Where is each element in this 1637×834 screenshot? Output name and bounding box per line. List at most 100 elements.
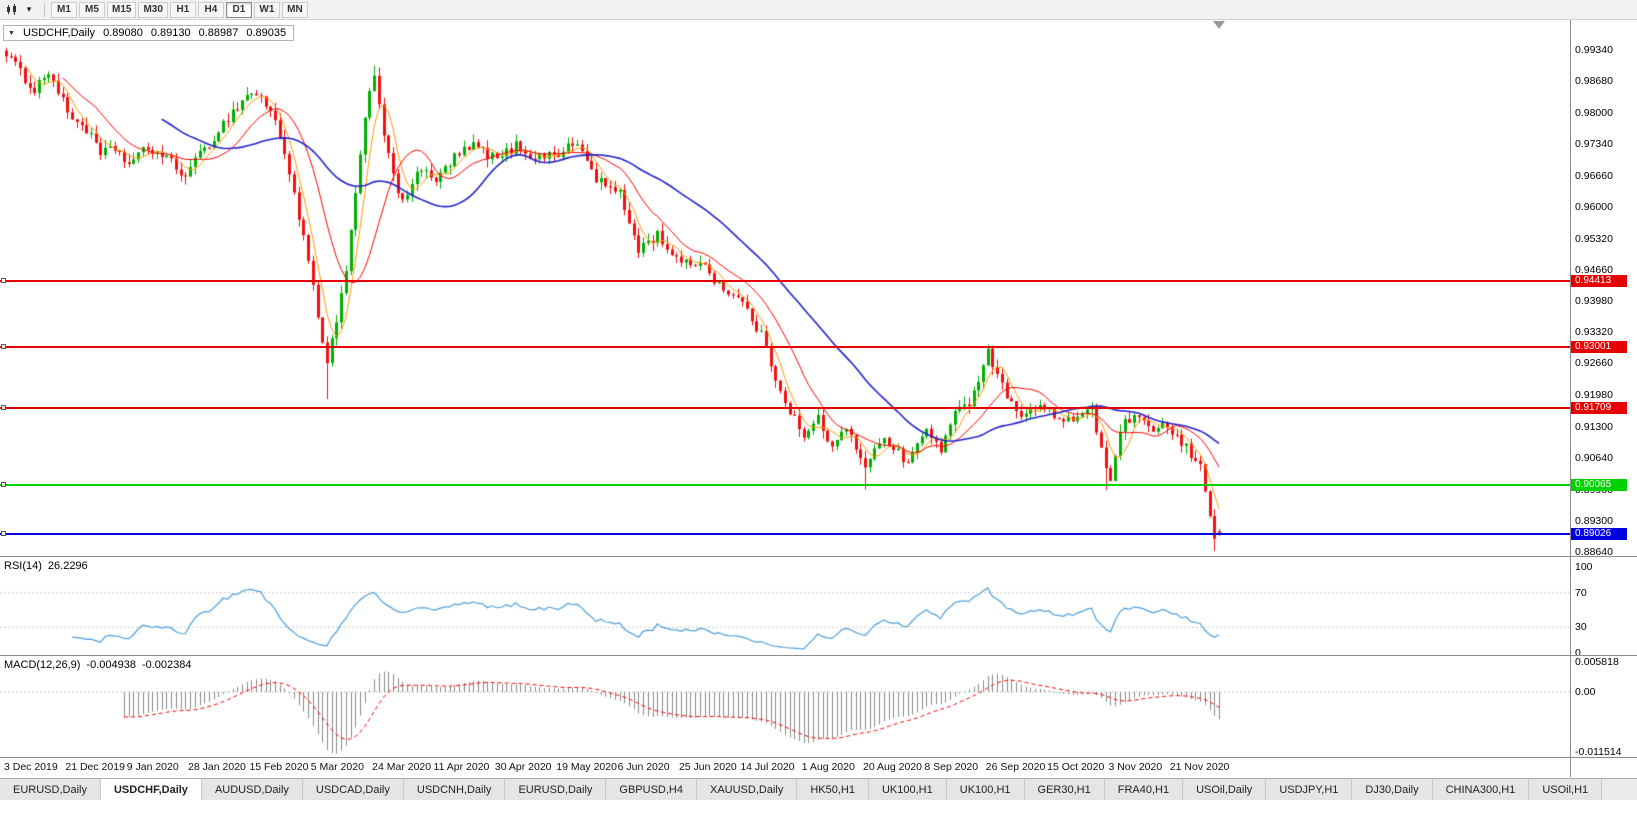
chart-tab-dj30-daily[interactable]: DJ30,Daily bbox=[1352, 779, 1433, 800]
price-line-label: 0.94413 bbox=[1571, 275, 1627, 288]
high-value: 0.89130 bbox=[150, 27, 191, 39]
price-axis-tick: 0.90640 bbox=[1575, 452, 1613, 465]
horizontal-line-0.93001[interactable] bbox=[0, 346, 1570, 349]
date-axis-label: 26 Sep 2020 bbox=[985, 761, 1046, 773]
price-axis-tick: 0.97340 bbox=[1575, 137, 1613, 150]
price-axis-tick: 0.91980 bbox=[1575, 389, 1613, 402]
date-axis-label: 24 Mar 2020 bbox=[372, 761, 432, 773]
timeframe-button-m30[interactable]: M30 bbox=[138, 1, 168, 18]
chart-tab-usdcnh-daily[interactable]: USDCNH,Daily bbox=[403, 779, 506, 800]
macd-axis-tick: 0.005818 bbox=[1575, 655, 1619, 668]
date-axis-label: 8 Sep 2020 bbox=[924, 761, 979, 773]
price-axis-tick: 0.92660 bbox=[1575, 357, 1613, 370]
chart-mode-icon[interactable] bbox=[4, 2, 20, 18]
date-axis-border bbox=[0, 757, 1637, 758]
chart-tab-bar: EURUSD,Daily USDCHF,Daily AUDUSD,Daily USDC… bbox=[0, 778, 1637, 800]
chart-tab-xauusd-daily[interactable]: XAUUSD,Daily bbox=[696, 779, 798, 800]
price-axis-tick: 0.93980 bbox=[1575, 295, 1613, 308]
macd-axis-tick: 0.00 bbox=[1575, 686, 1596, 698]
price-axis-tick: 0.98680 bbox=[1575, 74, 1613, 87]
macd-name: MACD(12,26,9) bbox=[4, 659, 81, 671]
price-line-label: 0.91709 bbox=[1571, 402, 1627, 415]
close-value: 0.89035 bbox=[246, 27, 287, 39]
price-axis-tick: 0.91300 bbox=[1575, 421, 1613, 434]
horizontal-line-0.91709[interactable] bbox=[0, 407, 1570, 410]
timeframe-button-mn[interactable]: MN bbox=[281, 1, 308, 18]
rsi-axis-tick: 0 bbox=[1575, 647, 1581, 659]
price-axis-tick: 0.98000 bbox=[1575, 106, 1613, 119]
chart-tab-usdcad-daily[interactable]: USDCAD,Daily bbox=[302, 779, 404, 800]
rsi-axis-tick: 70 bbox=[1575, 586, 1587, 599]
line-handle[interactable] bbox=[1, 278, 6, 284]
macd-axis-tick: -0.011514 bbox=[1575, 745, 1622, 758]
line-handle[interactable] bbox=[1, 482, 6, 488]
price-axis-tick: 0.95320 bbox=[1575, 232, 1613, 245]
date-axis-label: 25 Jun 2020 bbox=[678, 761, 737, 773]
date-axis-label: 3 Nov 2020 bbox=[1108, 761, 1163, 773]
date-axis-label: 19 May 2020 bbox=[556, 761, 617, 773]
macd-indicator-label: MACD(12,26,9) -0.004938 -0.002384 bbox=[4, 659, 198, 671]
candlestick-glyph bbox=[7, 3, 16, 15]
chart-tab-uk100-h1[interactable]: UK100,H1 bbox=[868, 779, 947, 800]
rsi-indicator-label: RSI(14) 26.2296 bbox=[4, 560, 94, 572]
date-axis-label: 6 Jun 2020 bbox=[617, 761, 670, 773]
timeframe-button-m5[interactable]: M5 bbox=[79, 1, 105, 18]
timeframe-button-w1[interactable]: W1 bbox=[253, 1, 280, 18]
date-axis-label: 21 Nov 2020 bbox=[1169, 761, 1230, 773]
timeframe-button-m1[interactable]: M1 bbox=[51, 1, 77, 18]
horizontal-line-0.89026[interactable] bbox=[0, 532, 1570, 535]
chart-tab-usoil-daily[interactable]: USOil,Daily bbox=[1183, 779, 1267, 800]
price-axis-tick: 0.96660 bbox=[1575, 169, 1613, 182]
panel-separator-rsi[interactable] bbox=[0, 556, 1637, 557]
horizontal-line-0.94413[interactable] bbox=[0, 280, 1570, 283]
macd-main-value: -0.004938 bbox=[86, 659, 136, 671]
panel-separator-macd[interactable] bbox=[0, 655, 1637, 656]
chart-tab-hk50-h1[interactable]: HK50,H1 bbox=[797, 779, 869, 800]
chart-tab-gbpusd-h4[interactable]: GBPUSD,H4 bbox=[606, 779, 697, 800]
date-axis-label: 5 Mar 2020 bbox=[310, 761, 364, 773]
date-axis-label: 14 Jul 2020 bbox=[740, 761, 795, 773]
rsi-axis-tick: 100 bbox=[1575, 561, 1593, 573]
collapse-triangle-icon[interactable]: ▼ bbox=[8, 29, 15, 37]
chart-tab-fra40-h1[interactable]: FRA40,H1 bbox=[1104, 779, 1184, 800]
date-axis-label: 3 Dec 2019 bbox=[4, 761, 58, 773]
rsi-axis-tick: 30 bbox=[1575, 621, 1587, 634]
timeframe-button-m15[interactable]: M15 bbox=[107, 1, 137, 18]
date-axis-label: 21 Dec 2019 bbox=[65, 761, 125, 773]
rsi-current-value: 26.2296 bbox=[47, 560, 88, 572]
price-axis-tick: 0.89300 bbox=[1575, 515, 1613, 528]
price-axis-tick: 0.93320 bbox=[1575, 326, 1613, 339]
date-axis-label: 11 Apr 2020 bbox=[433, 761, 490, 773]
chart-tab-china300-h1[interactable]: CHINA300,H1 bbox=[1432, 779, 1530, 800]
price-axis-tick: 0.99340 bbox=[1575, 44, 1613, 56]
date-axis-label: 15 Feb 2020 bbox=[249, 761, 309, 773]
date-axis-label: 15 Oct 2020 bbox=[1047, 761, 1105, 773]
timeframe-button-h1[interactable]: H1 bbox=[169, 1, 196, 18]
timeframe-button-d1[interactable]: D1 bbox=[225, 1, 252, 18]
price-axis-border bbox=[1570, 20, 1571, 777]
horizontal-line-0.90065[interactable] bbox=[0, 484, 1570, 487]
low-value: 0.88987 bbox=[198, 27, 239, 39]
date-axis-label: 20 Aug 2020 bbox=[863, 761, 923, 773]
chart-tab-usdchf-daily[interactable]: USDCHF,Daily bbox=[100, 779, 202, 800]
chart-tab-eurusd-daily[interactable]: EURUSD,Daily bbox=[0, 779, 101, 800]
price-line-label: 0.90065 bbox=[1571, 479, 1627, 492]
line-handle[interactable] bbox=[1, 344, 6, 350]
line-handle[interactable] bbox=[1, 405, 6, 411]
line-handle[interactable] bbox=[1, 530, 6, 536]
price-line-label: 0.89026 bbox=[1571, 527, 1627, 540]
chart-tab-uk100-h1[interactable]: UK100,H1 bbox=[946, 779, 1025, 800]
chart-dropdown-icon[interactable]: ▾ bbox=[26, 4, 32, 14]
chart-shift-marker-icon[interactable] bbox=[1213, 21, 1225, 29]
price-axis-tick: 0.88640 bbox=[1575, 546, 1613, 559]
chart-tab-usoil-h1[interactable]: USOil,H1 bbox=[1529, 779, 1603, 800]
chart-tab-eurusd-daily[interactable]: EURUSD,Daily bbox=[505, 779, 607, 800]
chart-tab-ger30-h1[interactable]: GER30,H1 bbox=[1024, 779, 1105, 800]
chart-tab-usdjpy-h1[interactable]: USDJPY,H1 bbox=[1266, 779, 1353, 800]
top-toolbar: ▾ M1 M5 M15 M30 H1 H4 D1 W1 MN bbox=[0, 0, 1637, 20]
timeframe-button-h4[interactable]: H4 bbox=[197, 1, 224, 18]
chart-tab-audusd-daily[interactable]: AUDUSD,Daily bbox=[201, 779, 303, 800]
price-line-label: 0.93001 bbox=[1571, 341, 1627, 354]
